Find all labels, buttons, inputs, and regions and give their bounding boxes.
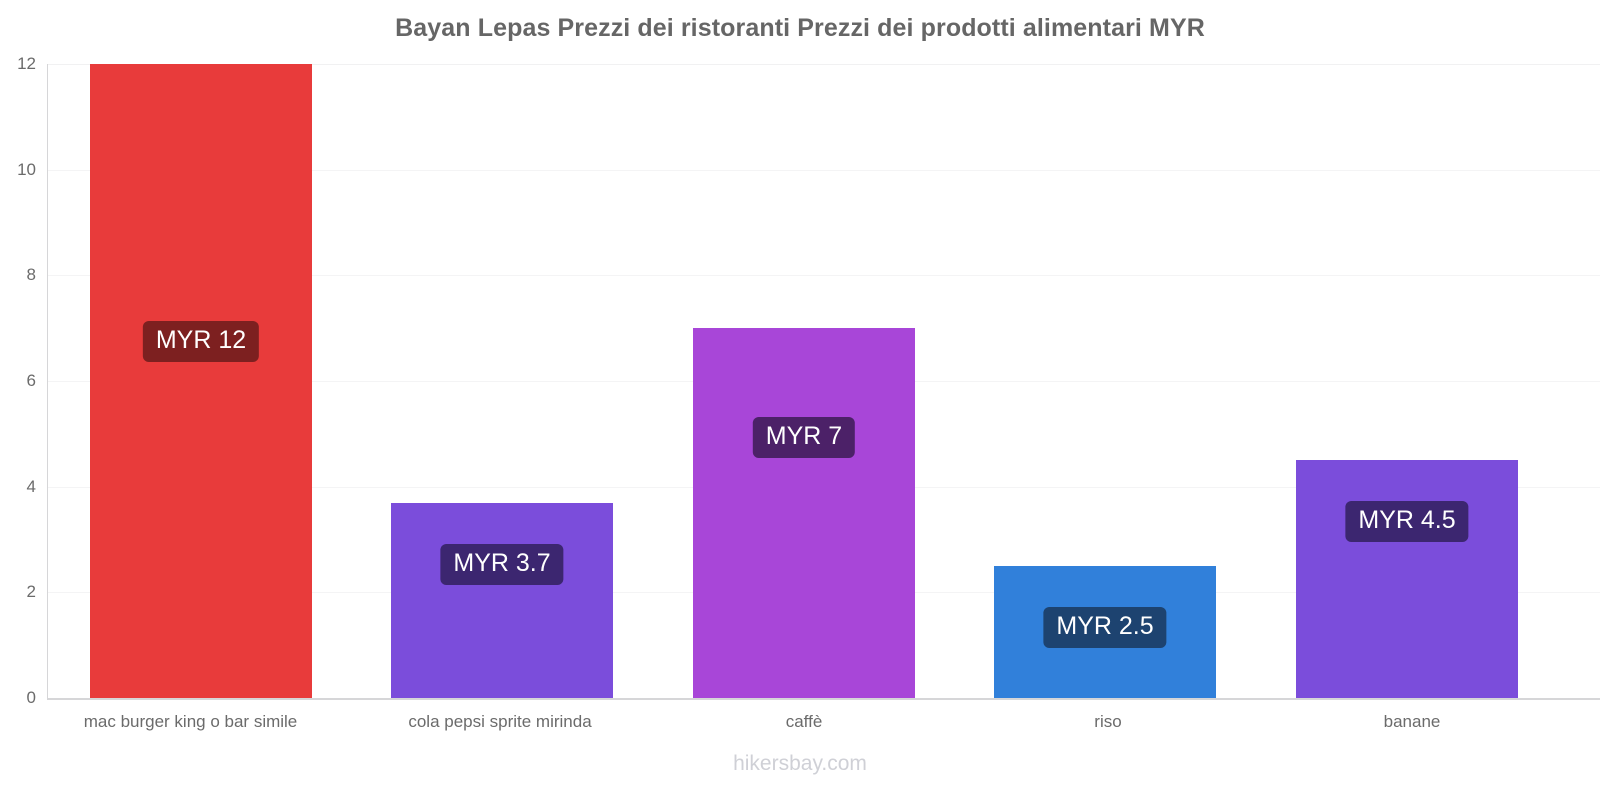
y-tick-label-6: 6 [26,371,36,390]
x-axis-line [47,698,1600,700]
x-axis-label-caffe: caffè [785,712,823,731]
gridline-8 [47,275,1600,276]
bar-value-label-4: MYR 4.5 [1345,501,1469,542]
bar-value-label-0: MYR 12 [142,321,260,362]
bar-caffe[interactable]: MYR 7 [693,328,915,698]
bar-mac-burger-king-o-bar-simile[interactable]: MYR 12 [90,64,312,698]
footer-watermark: hikersbay.com [733,752,867,775]
x-axis-label-mac-burger-king-o-bar-simile: mac burger king o bar simile [83,712,298,731]
chart-title: Bayan Lepas Prezzi dei ristoranti Prezzi… [395,14,1205,42]
x-axis-label-banane: banane [1383,712,1441,731]
bar-cola-pepsi-sprite-mirinda[interactable]: MYR 3.7 [391,503,613,698]
bar-value-label-2: MYR 7 [752,417,856,458]
gridline-10 [47,170,1600,171]
gridline-12 [47,64,1600,65]
bar-value-label-1: MYR 3.7 [440,544,564,585]
y-axis-line [47,64,48,699]
y-tick-label-0: 0 [26,688,36,707]
y-tick-label-2: 2 [26,582,36,601]
bar-banane[interactable]: MYR 4.5 [1296,460,1518,698]
x-axis-label-cola-pepsi-sprite-mirinda: cola pepsi sprite mirinda [408,712,592,731]
y-tick-label-4: 4 [26,477,36,496]
plot-area: MYR 12 MYR 3.7 MYR 7 MYR 2.5 MYR 4.5 [47,64,1600,698]
x-axis-label-riso: riso [1094,712,1122,731]
bar-riso[interactable]: MYR 2.5 [994,566,1216,698]
y-tick-label-8: 8 [26,265,36,284]
y-tick-label-10: 10 [17,160,36,179]
bar-value-label-3: MYR 2.5 [1043,607,1167,648]
y-tick-label-12: 12 [17,54,36,73]
